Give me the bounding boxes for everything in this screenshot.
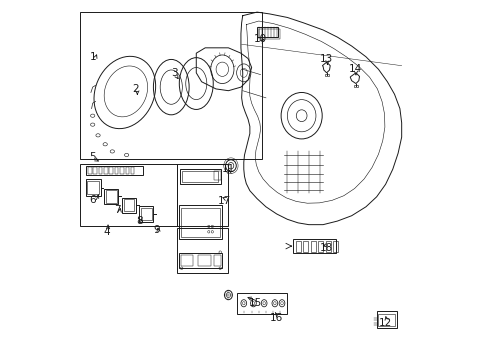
Bar (99, 167, 102, 174)
Bar (85, 179, 101, 196)
Bar (237, 293, 287, 314)
Text: 12: 12 (378, 318, 391, 328)
Bar (131, 167, 134, 174)
Bar (214, 171, 220, 180)
Text: 11: 11 (222, 164, 235, 174)
Text: 2: 2 (132, 84, 139, 94)
Bar (257, 27, 278, 37)
Bar (87, 181, 99, 194)
Text: 6: 6 (89, 195, 96, 204)
Text: 7: 7 (114, 205, 121, 215)
Bar (106, 190, 116, 203)
Bar (88, 167, 91, 174)
Bar (310, 241, 315, 252)
Text: 3: 3 (171, 68, 178, 78)
Bar (93, 167, 97, 174)
Text: 4: 4 (103, 227, 110, 237)
Bar (176, 228, 228, 273)
Text: 13: 13 (319, 54, 333, 64)
Bar (181, 208, 220, 237)
Text: 9: 9 (153, 225, 160, 235)
Bar (104, 167, 107, 174)
Bar (140, 207, 152, 220)
Bar (292, 239, 335, 253)
Bar (317, 241, 323, 252)
Bar (325, 241, 330, 252)
Text: 5: 5 (89, 152, 96, 162)
Text: 17: 17 (218, 197, 231, 206)
Text: 16: 16 (269, 312, 283, 323)
Bar (115, 167, 118, 174)
Bar (258, 29, 280, 39)
Bar (176, 164, 228, 226)
Bar (214, 255, 220, 266)
Bar (139, 206, 153, 222)
Text: 15: 15 (248, 298, 261, 308)
Text: 1: 1 (89, 52, 96, 62)
Bar (332, 241, 337, 252)
Bar (125, 167, 129, 174)
Bar (378, 314, 394, 327)
Bar (122, 198, 136, 213)
Bar (179, 205, 222, 239)
Bar (324, 74, 328, 76)
Text: 14: 14 (348, 64, 361, 74)
Bar (180, 169, 221, 184)
Bar (179, 253, 222, 267)
Bar (181, 255, 193, 266)
Bar (109, 167, 113, 174)
Bar (85, 166, 142, 175)
Bar (80, 164, 176, 226)
Bar (104, 189, 118, 204)
Bar (123, 199, 134, 211)
Text: 10: 10 (253, 34, 266, 44)
Bar (376, 311, 397, 328)
Bar (353, 85, 357, 87)
Bar (120, 167, 123, 174)
Bar (80, 12, 262, 158)
Bar (182, 171, 217, 182)
Bar (303, 241, 307, 252)
Text: 8: 8 (136, 216, 142, 226)
Text: 18: 18 (319, 243, 333, 253)
Bar (295, 241, 300, 252)
Bar (198, 255, 210, 266)
